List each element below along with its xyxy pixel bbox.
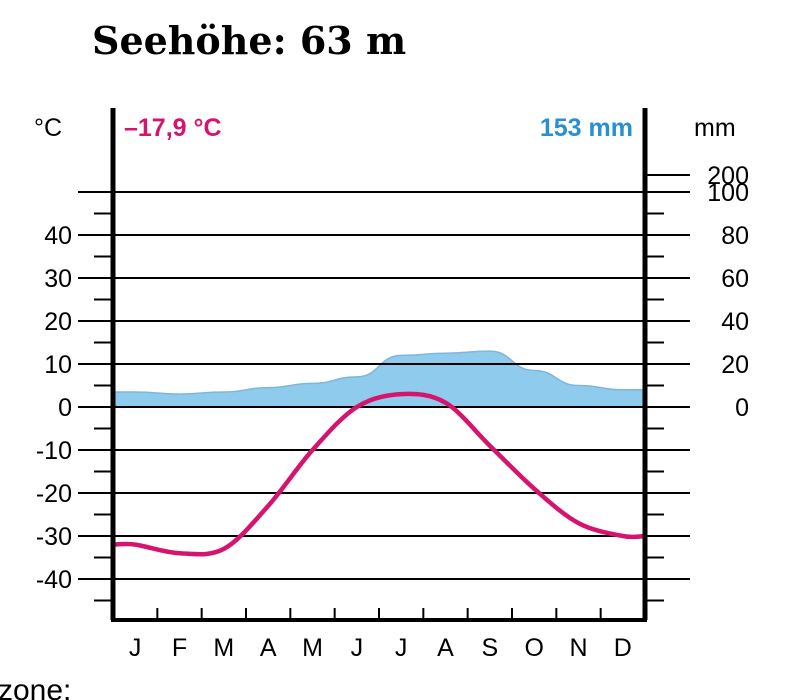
footer-partial-text: zone: [0, 674, 71, 700]
precipitation-tick-label: 80 [721, 222, 749, 250]
month-label: J [129, 634, 142, 662]
chart-labels: °C –17,9 °C 153 mm mm zone: [0, 114, 736, 700]
precipitation-tick-label: 0 [735, 394, 749, 422]
temperature-tick-label: 30 [44, 265, 72, 293]
month-label: A [437, 634, 454, 662]
month-label: J [395, 634, 408, 662]
temperature-series [110, 391, 648, 557]
precipitation-tick-label: 100 [707, 179, 749, 207]
right-axis-unit: mm [694, 114, 736, 142]
month-label: O [524, 634, 543, 662]
temperature-tick-label: -20 [36, 480, 72, 508]
left-axis-unit: °C [34, 114, 62, 142]
precipitation-series [112, 350, 646, 408]
month-label: N [569, 634, 587, 662]
month-label: M [213, 634, 234, 662]
month-label: D [614, 634, 632, 662]
month-label: J [351, 634, 364, 662]
page-title: Seehöhe: 63 m [92, 18, 407, 63]
month-label: M [302, 634, 323, 662]
temperature-tick-label: -10 [36, 437, 72, 465]
precipitation-tick-label: 40 [721, 308, 749, 336]
month-label: S [481, 634, 498, 662]
month-label: A [260, 634, 277, 662]
month-label: F [172, 634, 187, 662]
temperature-tick-label: 10 [44, 351, 72, 379]
temperature-tick-label: -40 [36, 566, 72, 594]
annual-mean-temperature: –17,9 °C [124, 114, 222, 142]
temperature-tick-label: 20 [44, 308, 72, 336]
precipitation-tick-label: 200 [707, 162, 749, 190]
precipitation-tick-label: 20 [721, 351, 749, 379]
temperature-tick-label: -30 [36, 523, 72, 551]
temperature-line [110, 391, 648, 557]
temperature-tick-label: 40 [44, 222, 72, 250]
annual-precipitation: 153 mm [540, 114, 633, 142]
temperature-tick-label: 0 [58, 394, 72, 422]
precipitation-tick-label: 60 [721, 265, 749, 293]
